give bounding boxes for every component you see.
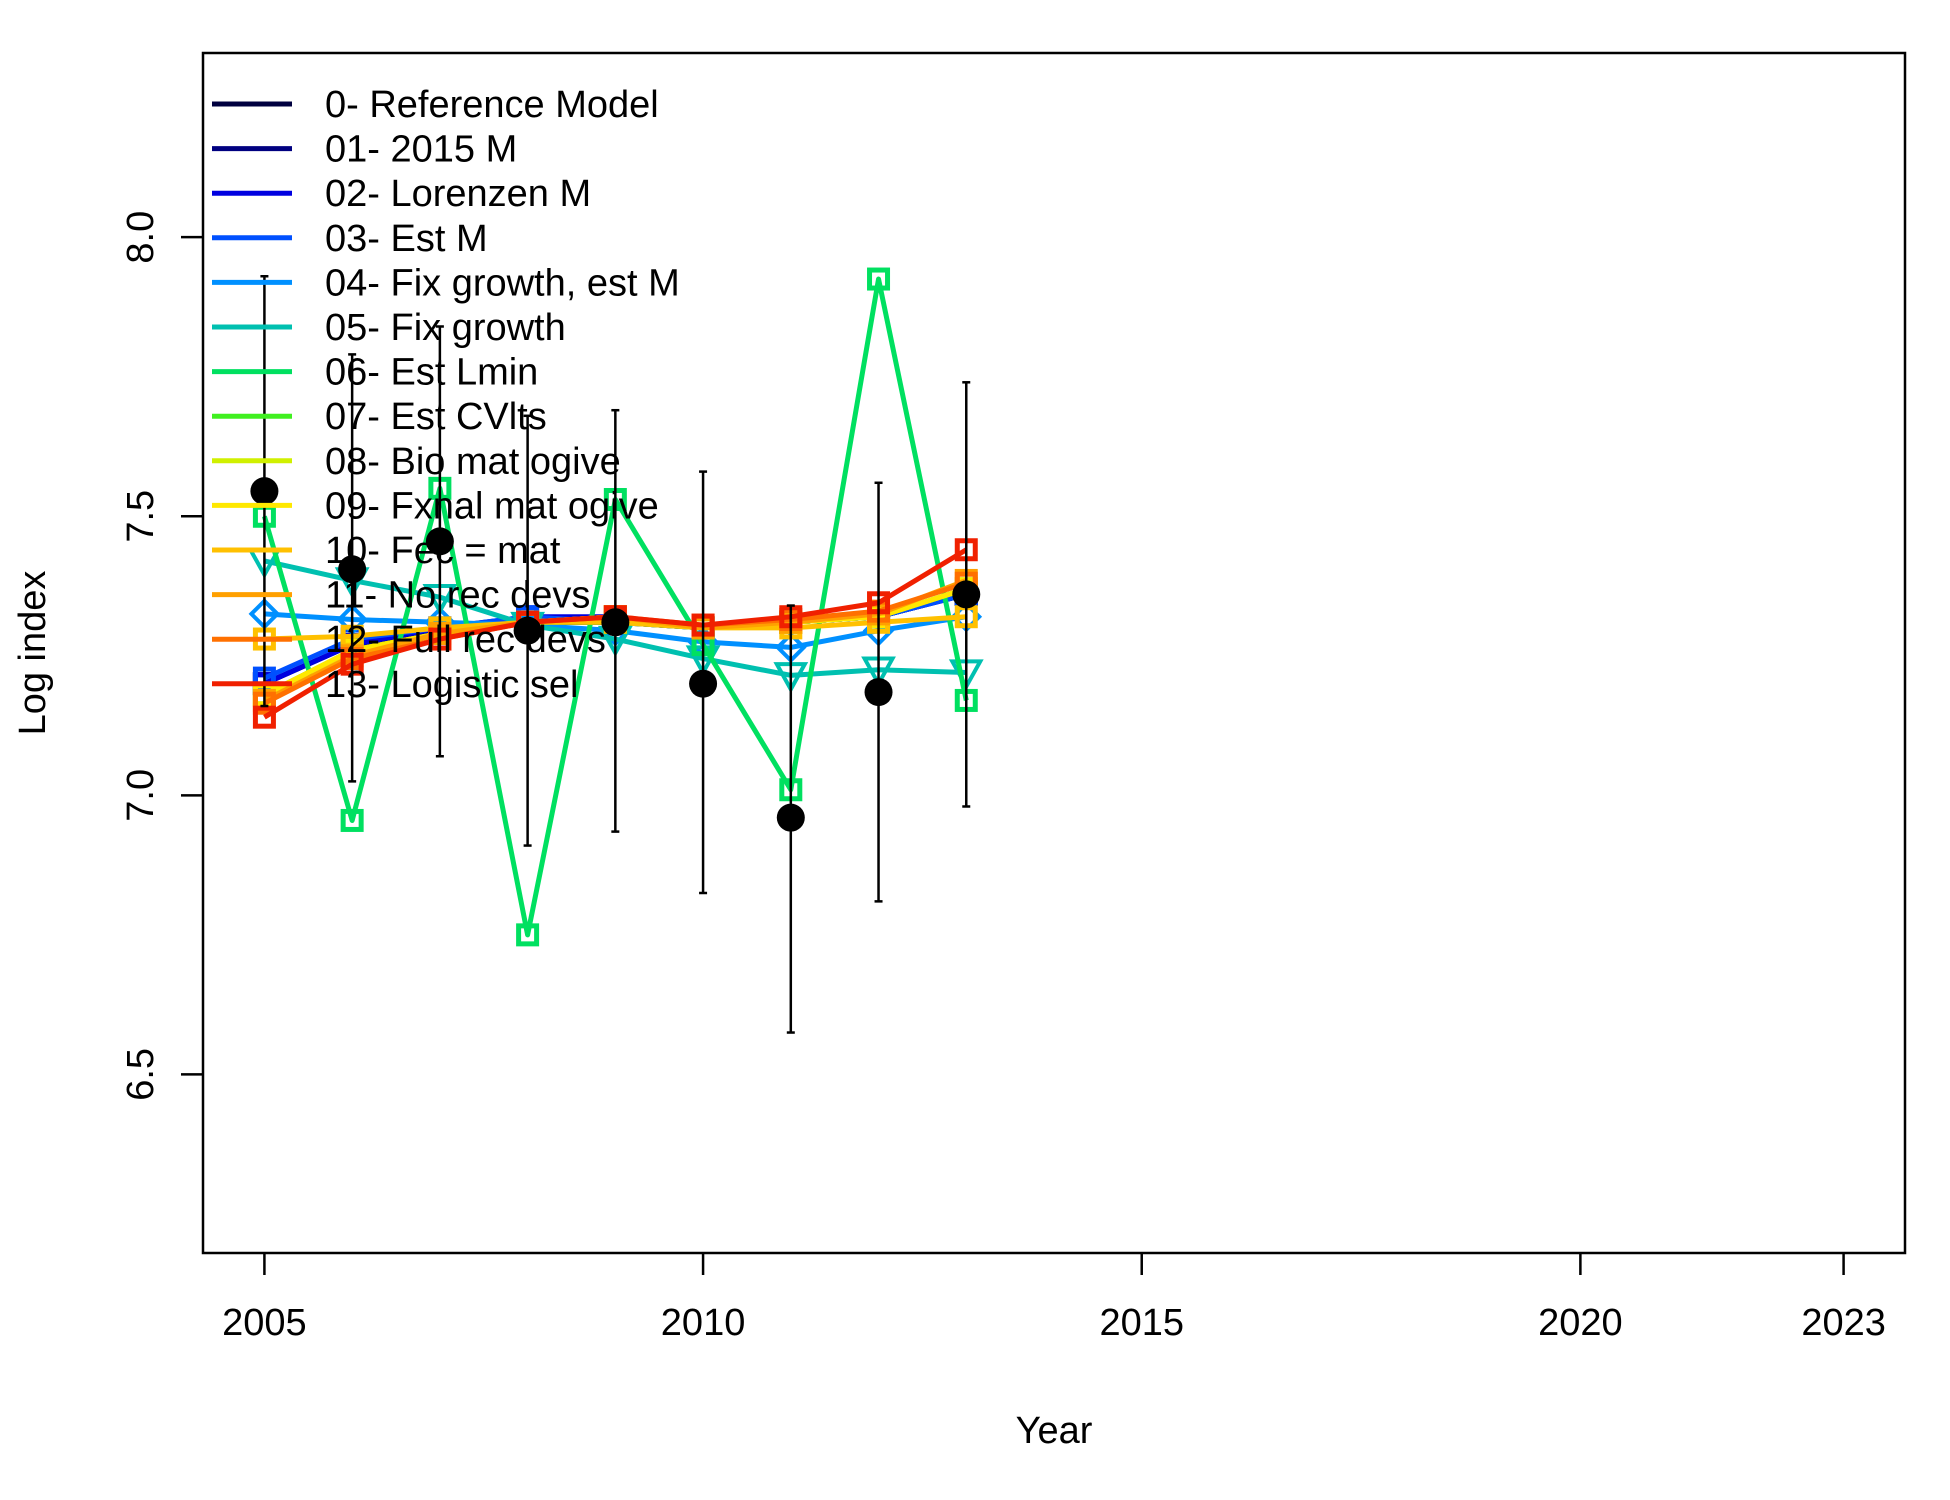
legend-item: 05- Fix growth — [212, 307, 566, 349]
legend-label: 11- No rec devs — [325, 575, 590, 617]
y-axis-title: Log index — [12, 571, 54, 736]
legend-item: 11- No rec devs — [212, 575, 590, 617]
legend-label: 13- Logistic sel — [325, 664, 578, 706]
plot-frame — [201, 51, 1907, 1255]
observation — [689, 470, 718, 895]
y-tick-label: 7.5 — [120, 490, 162, 543]
legend-label: 08- Bio mat ogive — [325, 441, 621, 483]
x-axis-title: Year — [1016, 1410, 1093, 1452]
legend-item: 04- Fix growth, est M — [212, 262, 680, 304]
legend-item: 13- Logistic sel — [212, 664, 578, 706]
observed-point — [601, 608, 630, 637]
series-point — [867, 267, 891, 291]
y-tick-label: 7.0 — [120, 769, 162, 822]
legend-label: 0- Reference Model — [325, 84, 659, 126]
y-tick-label: 6.5 — [120, 1048, 162, 1101]
series-point — [516, 923, 540, 947]
observation — [776, 604, 805, 1034]
legend-label: 04- Fix growth, est M — [325, 262, 680, 304]
observed-point — [952, 580, 981, 609]
observed-point — [338, 555, 367, 584]
legend-item: 06- Est Lmin — [212, 352, 538, 394]
legend-item: 09- Fxnal mat ogive — [212, 485, 659, 527]
y-tick-label: 8.0 — [120, 211, 162, 264]
observed-point — [864, 678, 893, 707]
observation — [513, 414, 542, 847]
observed-points — [250, 275, 981, 1034]
legend-item: 10- Fec = mat — [212, 530, 561, 572]
observation — [864, 481, 893, 903]
legend-label: 09- Fxnal mat ogive — [325, 485, 659, 527]
legend-label: 07- Est CVlts — [325, 396, 547, 438]
series-point — [252, 705, 276, 729]
x-tick-label: 2015 — [1099, 1302, 1184, 1344]
legend-item: 01- 2015 M — [212, 129, 517, 171]
legend-label: 03- Est M — [325, 218, 488, 260]
observation — [338, 353, 367, 783]
x-tick-label: 2010 — [661, 1302, 746, 1344]
x-tick-label: 2023 — [1801, 1302, 1886, 1344]
legend-label: 02- Lorenzen M — [325, 173, 591, 215]
legend-item: 03- Est M — [212, 218, 488, 260]
axes: 2005 2010 2015 2020 2023 6.5 7.0 7.5 8.0 — [120, 211, 1886, 1344]
observed-point — [250, 477, 279, 506]
observation — [601, 408, 630, 833]
observed-point — [513, 616, 542, 645]
legend-label: 06- Est Lmin — [325, 352, 538, 394]
observed-point — [425, 527, 454, 556]
x-tick-label: 2020 — [1538, 1302, 1623, 1344]
legend-item: 02- Lorenzen M — [212, 173, 591, 215]
x-tick-label: 2005 — [222, 1302, 307, 1344]
legend-item: 0- Reference Model — [212, 84, 659, 126]
legend-label: 05- Fix growth — [325, 307, 566, 349]
legend-label: 12- Full rec devs — [325, 619, 606, 661]
series-point — [340, 808, 364, 832]
legend-label: 10- Fec = mat — [325, 530, 561, 572]
observed-point — [689, 669, 718, 698]
legend-item: 08- Bio mat ogive — [212, 441, 621, 483]
observation — [250, 275, 279, 708]
legend-label: 01- 2015 M — [325, 129, 517, 171]
observation — [425, 325, 454, 758]
observed-point — [776, 803, 805, 832]
legend-item: 12- Full rec devs — [212, 619, 606, 661]
legend-item: 07- Est CVlts — [212, 396, 547, 438]
observation — [952, 381, 981, 808]
